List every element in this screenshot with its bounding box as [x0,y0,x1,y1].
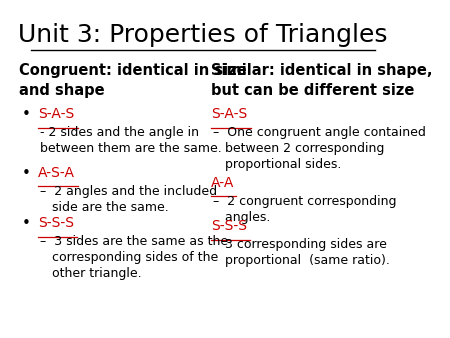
Text: Congruent: identical in size
and shape: Congruent: identical in size and shape [19,64,247,98]
Text: •: • [21,166,30,180]
Text: Similar: identical in shape,
but can be different size: Similar: identical in shape, but can be … [211,64,432,98]
Text: A-S-A: A-S-A [38,166,75,180]
Text: •: • [21,216,30,231]
Text: - 2 sides and the angle in
between them are the same.: - 2 sides and the angle in between them … [40,126,222,155]
Text: S-A-S: S-A-S [211,107,247,121]
Text: S-S-S: S-S-S [211,219,247,233]
Text: S-A-S: S-A-S [38,107,74,121]
Text: –  One congruent angle contained
   between 2 corresponding
   proportional side: – One congruent angle contained between … [213,126,426,171]
Text: A-A: A-A [211,176,234,190]
Text: –  3 sides are the same as the
   corresponding sides of the
   other triangle.: – 3 sides are the same as the correspond… [40,235,229,280]
Text: –  2 congruent corresponding
   angles.: – 2 congruent corresponding angles. [213,195,396,224]
Text: 3 corresponding sides are
   proportional  (same ratio).: 3 corresponding sides are proportional (… [213,238,390,267]
Text: –  2 angles and the included
   side are the same.: – 2 angles and the included side are the… [40,185,218,214]
Text: Unit 3: Properties of Triangles: Unit 3: Properties of Triangles [18,23,388,47]
Text: •: • [21,107,30,122]
Text: S-S-S: S-S-S [38,216,74,230]
